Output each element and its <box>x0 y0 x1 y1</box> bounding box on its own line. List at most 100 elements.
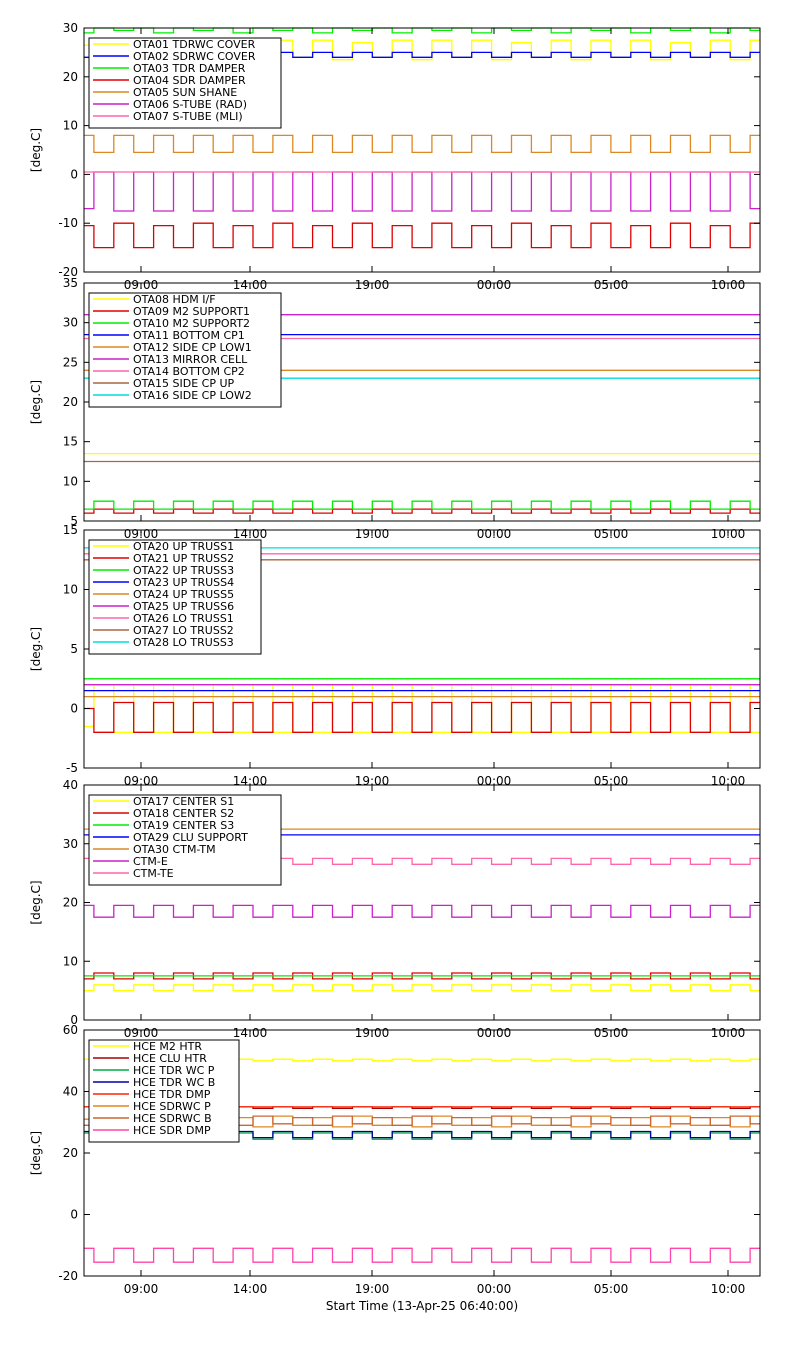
legend-entry: OTA29 CLU SUPPORT <box>133 831 248 844</box>
y-tick-label: 10 <box>63 474 78 488</box>
x-tick-label: 00:00 <box>477 1282 512 1296</box>
y-tick-label: -20 <box>58 1269 78 1283</box>
panel-5: -20 0 20 40 60 09:00 14:00 19:00 00:00 05:00 10:00… <box>29 1023 761 1296</box>
y-tick-label: 35 <box>63 276 78 290</box>
y-tick-label: 15 <box>63 435 78 449</box>
y-axis-label: [deg.C] <box>29 1131 43 1175</box>
x-tick-label: 05:00 <box>594 1282 629 1296</box>
series-line-1-3 <box>84 27 760 34</box>
legend-entry: OTA10 M2 SUPPORT2 <box>133 317 250 330</box>
legend-entry: HCE TDR WC B <box>133 1076 215 1089</box>
legend-box <box>88 539 262 655</box>
legend-box <box>88 1039 240 1143</box>
x-axis-title: Start Time (13-Apr-25 06:40:00) <box>326 1299 518 1313</box>
legend-entry: OTA28 LO TRUSS3 <box>133 636 234 649</box>
legend-entry: OTA09 M2 SUPPORT1 <box>133 305 250 318</box>
legend-entry: OTA14 BOTTOM CP2 <box>133 365 245 378</box>
series-line-1-5 <box>84 134 760 154</box>
series-line-5-8 <box>84 1247 760 1263</box>
y-tick-label: 20 <box>63 896 78 910</box>
x-tick-label: 10:00 <box>711 1282 746 1296</box>
legend-entry: HCE TDR WC P <box>133 1064 215 1077</box>
legend-entry: HCE M2 HTR <box>133 1040 202 1053</box>
legend-entry: OTA15 SIDE CP UP <box>133 377 235 390</box>
series-line-3-1 <box>84 684 760 733</box>
legend-entry: CTM-TE <box>133 867 174 880</box>
legend-entry: OTA16 SIDE CP LOW2 <box>133 389 252 402</box>
y-tick-label: 30 <box>63 837 78 851</box>
y-tick-label: -10 <box>58 216 78 230</box>
y-tick-label: 30 <box>63 21 78 35</box>
y-tick-label: 10 <box>63 583 78 597</box>
legend-entry: OTA21 UP TRUSS2 <box>133 552 234 565</box>
legend-entry: OTA27 LO TRUSS2 <box>133 624 234 637</box>
legend-entry: OTA19 CENTER S3 <box>133 819 234 832</box>
legend-entry: OTA11 BOTTOM CP1 <box>133 329 245 342</box>
legend-entry: HCE CLU HTR <box>133 1052 207 1065</box>
x-tick-label: 19:00 <box>355 1282 390 1296</box>
legend-entry: HCE SDRWC B <box>133 1112 212 1125</box>
legend-entry: OTA26 LO TRUSS1 <box>133 612 234 625</box>
y-tick-label: 10 <box>63 954 78 968</box>
y-axis-label: [deg.C] <box>29 128 43 172</box>
legend-entry: OTA01 TDRWC COVER <box>133 38 256 51</box>
legend-box <box>88 794 282 886</box>
legend-box <box>88 37 282 129</box>
series-line-3-2 <box>84 701 760 733</box>
y-tick-label: -20 <box>58 265 78 279</box>
legend-entry: OTA02 SDRWC COVER <box>133 50 256 63</box>
plot-frame <box>83 27 761 273</box>
y-tick-label: 5 <box>70 514 78 528</box>
y-tick-label: 5 <box>70 642 78 656</box>
y-tick-label: 0 <box>70 167 78 181</box>
legend-entry: OTA13 MIRROR CELL <box>133 353 248 366</box>
legend-entry: OTA25 UP TRUSS6 <box>133 600 234 613</box>
y-tick-label: 20 <box>63 1146 78 1160</box>
series-line-2-2 <box>84 508 760 514</box>
y-tick-label: 20 <box>63 395 78 409</box>
series-line-4-1 <box>84 984 760 992</box>
legend-entry: OTA20 UP TRUSS1 <box>133 540 234 553</box>
x-tick-label: 14:00 <box>233 1282 268 1296</box>
y-tick-label: 60 <box>63 1023 78 1037</box>
series-line-4-2 <box>84 972 760 980</box>
y-tick-label: 0 <box>70 702 78 716</box>
legend-entry: HCE SDR DMP <box>133 1124 211 1137</box>
legend-entry: CTM-E <box>133 855 168 868</box>
legend-entry: OTA03 TDR DAMPER <box>133 62 246 75</box>
y-tick-label: 10 <box>63 119 78 133</box>
legend-entry: OTA22 UP TRUSS3 <box>133 564 234 577</box>
y-tick-label: 0 <box>70 1013 78 1027</box>
y-tick-label: 40 <box>63 778 78 792</box>
legend-entry: OTA08 HDM I/F <box>133 293 216 306</box>
legend-entry: HCE TDR DMP <box>133 1088 211 1101</box>
legend-entry: OTA06 S-TUBE (RAD) <box>133 98 247 111</box>
y-tick-label: 0 <box>70 1208 78 1222</box>
legend-entry: OTA30 CTM-TM <box>133 843 216 856</box>
y-tick-label: 20 <box>63 70 78 84</box>
series-line-2-3 <box>84 500 760 510</box>
y-axis-label: [deg.C] <box>29 880 43 924</box>
series-line-1-4 <box>84 222 760 249</box>
y-tick-label: -5 <box>66 761 78 775</box>
y-axis-label: [deg.C] <box>29 627 43 671</box>
series-line-4-6 <box>84 904 760 918</box>
legend-entry: OTA17 CENTER S1 <box>133 795 234 808</box>
y-tick-label: 40 <box>63 1085 78 1099</box>
panels: -20 -10 0 10 20 30 09:00 14:00 19:00 00:00 05:00 10… <box>29 21 761 1296</box>
x-tick-label: 09:00 <box>124 1282 159 1296</box>
legend-entry: OTA04 SDR DAMPER <box>133 74 246 87</box>
legend-entry: OTA18 CENTER S2 <box>133 807 234 820</box>
y-tick-label: 30 <box>63 316 78 330</box>
y-axis-label: [deg.C] <box>29 380 43 424</box>
series-line-1-6 <box>84 171 760 212</box>
